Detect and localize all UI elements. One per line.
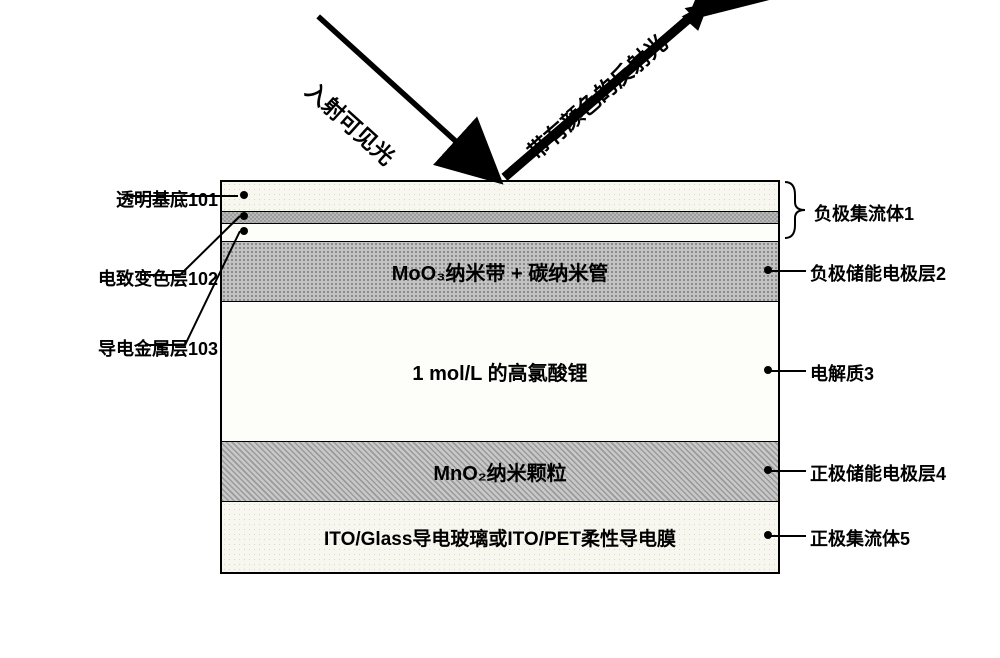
layer-stack: MoO₃纳米带 + 碳纳米管 1 mol/L 的高氯酸锂 MnO₂纳米颗粒 IT… <box>220 180 780 574</box>
callout-label: 负极集流体1 <box>814 204 914 224</box>
light-arrows <box>0 0 1000 200</box>
callout-anode-collector-1: 负极集流体1 <box>814 200 914 226</box>
callout-label: 电解质3 <box>810 364 874 384</box>
callout-electrolyte-3: 电解质3 <box>810 360 874 386</box>
lead-line <box>766 470 806 472</box>
lead-line <box>766 370 806 372</box>
callout-anode-storage-2: 负极储能电极层2 <box>810 260 946 286</box>
layer-metal-103 <box>222 224 778 242</box>
callout-label: 正极储能电极层4 <box>810 464 946 484</box>
lead-dot <box>240 212 248 220</box>
layer-electrolyte-3: 1 mol/L 的高氯酸锂 <box>222 302 778 442</box>
callout-cathode-storage-4: 正极储能电极层4 <box>810 460 946 486</box>
layer-cathode-collector-5: ITO/Glass导电玻璃或ITO/PET柔性导电膜 <box>222 502 778 572</box>
callout-label: 正极集流体5 <box>810 529 910 549</box>
lead-dot <box>240 227 248 235</box>
lead-line <box>766 270 806 272</box>
layer-text: 1 mol/L 的高氯酸锂 <box>412 357 587 386</box>
layer-text: MoO₃纳米带 + 碳纳米管 <box>392 257 608 286</box>
layer-ec-102 <box>222 212 778 224</box>
lead-line <box>130 225 250 355</box>
layer-text: MnO₂纳米颗粒 <box>433 457 566 486</box>
layer-text: ITO/Glass导电玻璃或ITO/PET柔性导电膜 <box>324 524 676 551</box>
lead-line <box>766 535 806 537</box>
layer-cathode-storage-4: MnO₂纳米颗粒 <box>222 442 778 502</box>
callout-cathode-collector-5: 正极集流体5 <box>810 525 910 551</box>
layer-anode-storage-2: MoO₃纳米带 + 碳纳米管 <box>222 242 778 302</box>
callout-label: 负极储能电极层2 <box>810 264 946 284</box>
